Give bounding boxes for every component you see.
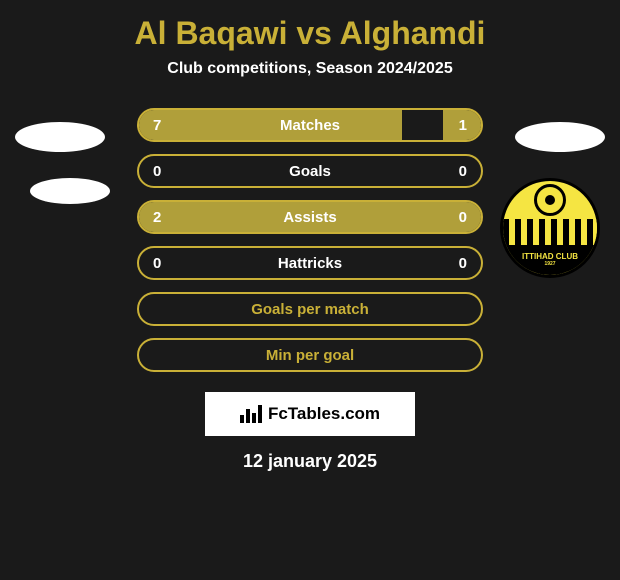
fctables-icon xyxy=(240,405,262,423)
stat-row: Min per goal xyxy=(137,338,483,372)
stat-label: Min per goal xyxy=(266,347,354,364)
stat-value-right: 0 xyxy=(459,255,467,272)
badge-circle-icon xyxy=(534,184,566,216)
stat-row: Goals per match xyxy=(137,292,483,326)
stat-label: Goals xyxy=(289,163,331,180)
stat-value-left: 0 xyxy=(153,163,161,180)
stat-value-left: 7 xyxy=(153,117,161,134)
stat-value-right: 1 xyxy=(459,117,467,134)
stat-label: Assists xyxy=(283,209,336,226)
stat-row: 2 0 Assists xyxy=(137,200,483,234)
stat-value-right: 0 xyxy=(459,209,467,226)
fctables-text: FcTables.com xyxy=(268,404,380,424)
date-label: 12 january 2025 xyxy=(0,451,620,472)
stat-label: Matches xyxy=(280,117,340,134)
stat-row: 0 0 Goals xyxy=(137,154,483,188)
badge-stripes xyxy=(503,219,597,245)
stat-value-right: 0 xyxy=(459,163,467,180)
stat-row: 7 1 Matches xyxy=(137,108,483,142)
badge-sub-text: 1927 xyxy=(544,261,555,267)
stat-fill-left xyxy=(139,110,402,140)
player-photo-right xyxy=(515,122,605,152)
stat-row: 0 0 Hattricks xyxy=(137,246,483,280)
fctables-badge: FcTables.com xyxy=(205,392,415,436)
club-logo-left xyxy=(30,178,110,204)
player-photo-left xyxy=(15,122,105,152)
subtitle: Club competitions, Season 2024/2025 xyxy=(0,60,620,78)
stat-label: Hattricks xyxy=(278,255,342,272)
stat-label: Goals per match xyxy=(251,301,369,318)
page-title: Al Baqawi vs Alghamdi xyxy=(0,15,620,52)
stat-value-left: 2 xyxy=(153,209,161,226)
stat-value-left: 0 xyxy=(153,255,161,272)
club-logo-right: ITTIHAD CLUB 1927 xyxy=(500,178,600,278)
badge-main-text: ITTIHAD CLUB xyxy=(522,252,578,261)
